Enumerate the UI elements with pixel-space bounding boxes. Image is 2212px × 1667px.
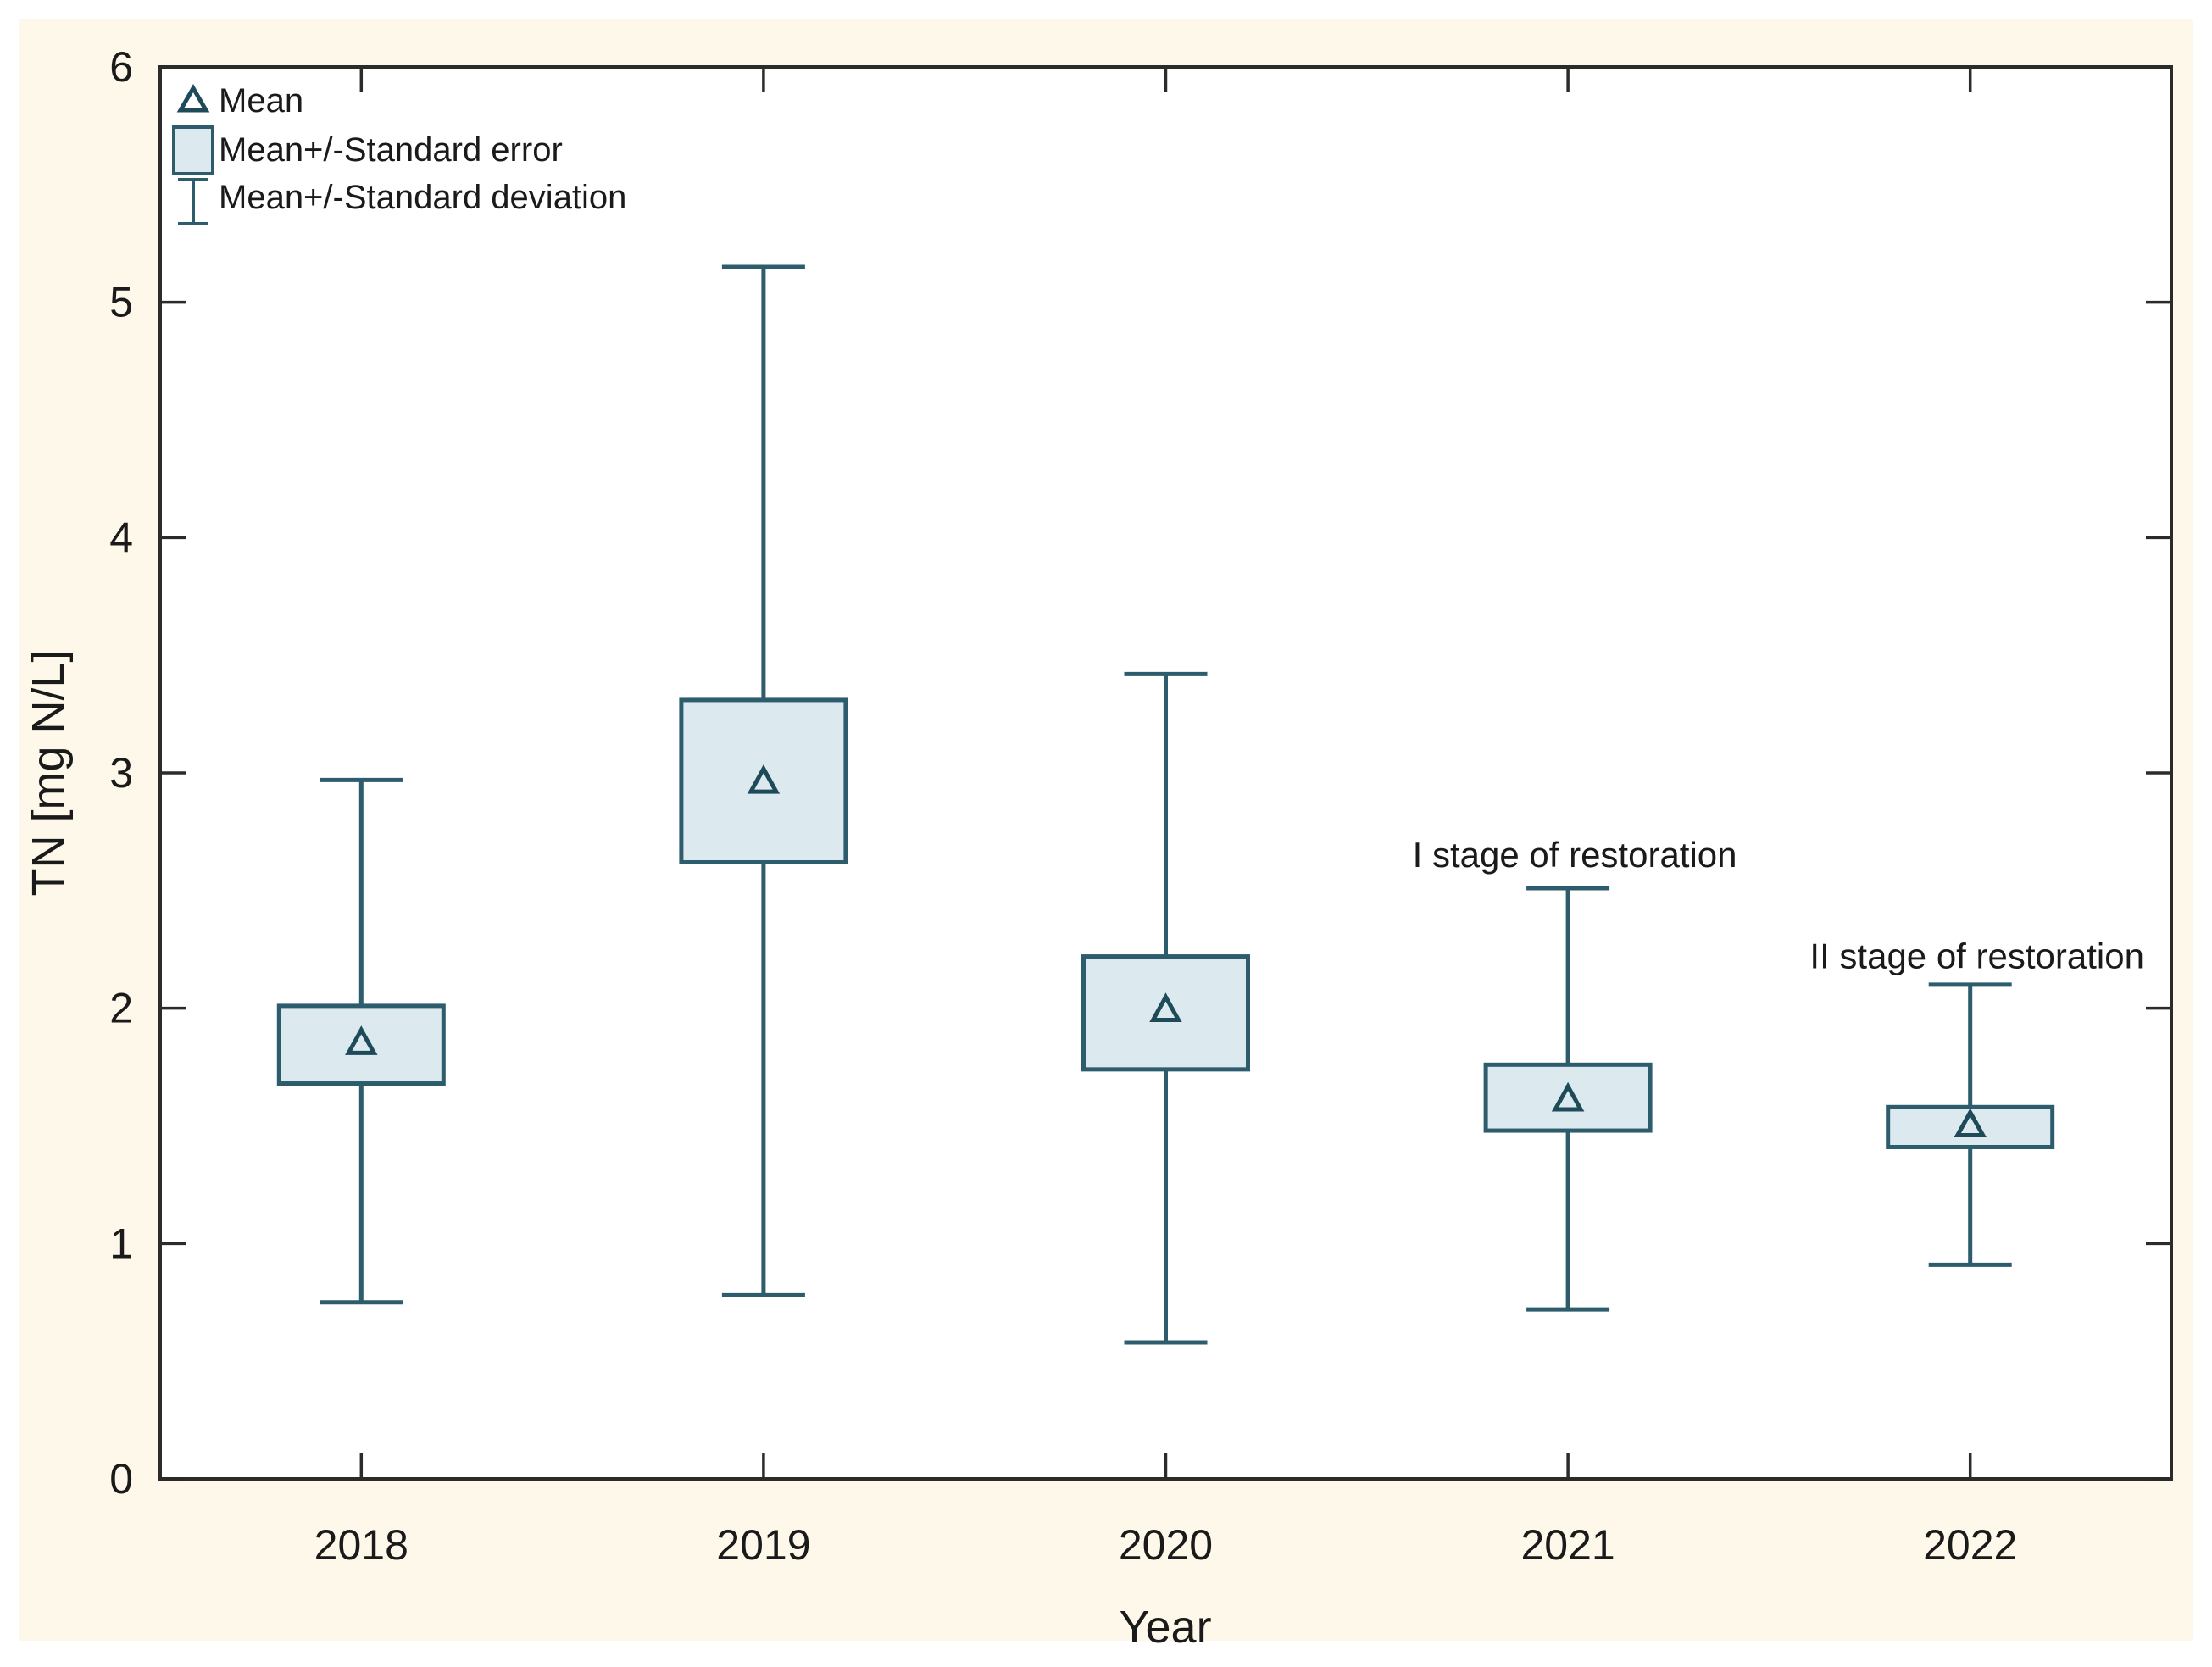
se-box	[1081, 954, 1250, 1072]
standard-error-box-icon	[172, 125, 214, 175]
mean-marker-icon	[176, 83, 210, 113]
box-series	[276, 264, 2055, 1345]
mean-marker	[1954, 1108, 1987, 1137]
se-box	[679, 697, 848, 865]
y-tick-label: 2	[109, 985, 133, 1032]
x-axis-title: Year	[1119, 1602, 1211, 1653]
y-tick-label: 4	[109, 514, 133, 561]
legend-label-se: Mean+/-Standard error	[219, 131, 563, 169]
box-group-2022	[1886, 982, 2055, 1267]
box-group-2019	[679, 264, 848, 1297]
legend: Mean Mean+/-Standard error Mean+/-Standa…	[172, 82, 626, 225]
mean-marker	[1149, 992, 1182, 1022]
legend-label-mean: Mean	[219, 82, 303, 119]
x-tick-label: 2018	[314, 1521, 408, 1569]
stage-annotation: II stage of restoration	[1809, 936, 2144, 976]
box-group-2021	[1483, 886, 1653, 1312]
x-tick-label: 2020	[1119, 1521, 1213, 1569]
x-tick-labels: 2018 2019 2020 2021 2022	[314, 1521, 2018, 1569]
y-axis-title: TN [mg N/L]	[23, 649, 74, 896]
y-tick-label: 6	[109, 43, 133, 91]
stage-annotation: I stage of restoration	[1413, 835, 1737, 875]
box-group-2020	[1081, 671, 1250, 1345]
mean-marker	[1551, 1081, 1585, 1112]
y-tick-label: 0	[109, 1455, 133, 1503]
box-group-2018	[276, 777, 446, 1305]
x-tick-label: 2021	[1520, 1521, 1615, 1569]
mean-marker	[345, 1025, 378, 1055]
y-tick-label: 5	[109, 279, 133, 326]
standard-deviation-whisker-icon	[178, 178, 208, 225]
y-tick-label: 3	[109, 749, 133, 797]
legend-label-sd: Mean+/-Standard deviation	[219, 179, 626, 216]
axis-ticks	[160, 65, 2171, 1481]
se-box	[1483, 1062, 1653, 1133]
y-tick-label: 1	[109, 1220, 133, 1267]
x-tick-label: 2022	[1923, 1521, 2017, 1569]
y-tick-labels: 0 1 2 3 4 5 6	[109, 43, 133, 1503]
x-tick-label: 2019	[716, 1521, 810, 1569]
mean-marker	[747, 764, 781, 794]
annotations: I stage of restoration II stage of restor…	[1413, 835, 2144, 975]
se-box	[276, 1003, 446, 1086]
